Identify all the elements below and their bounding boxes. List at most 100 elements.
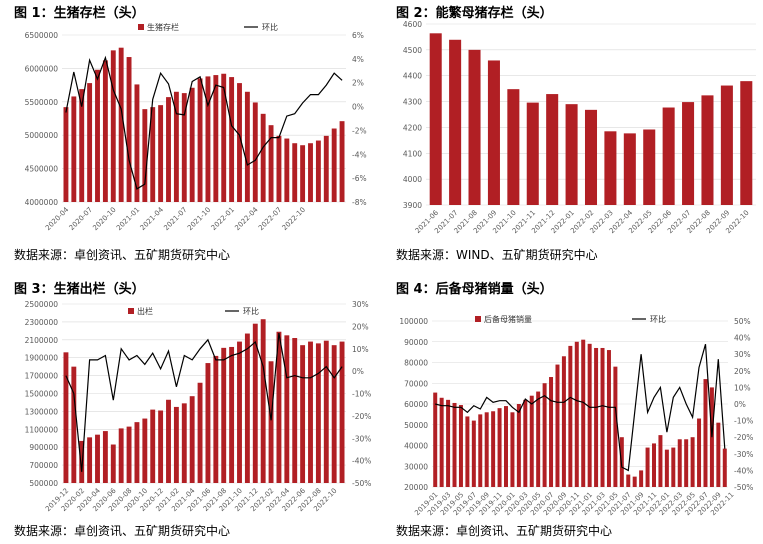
- chart-2-svg: 390040004100420043004400450046002021-062…: [403, 20, 756, 235]
- y-tick-label: 5000000: [25, 131, 59, 140]
- x-tick-label: 2022-07: [257, 206, 283, 232]
- y-tick-label: 4300: [403, 98, 422, 107]
- bar: [468, 49, 481, 205]
- y2-tick-label: -50%: [352, 479, 371, 488]
- legend-line-label: 环比: [650, 314, 666, 324]
- legend-bar-swatch: [475, 316, 481, 322]
- y-tick-label: 6000000: [25, 64, 59, 73]
- y-tick-label: 1100000: [25, 425, 59, 434]
- bar: [484, 412, 489, 487]
- y2-tick-label: -50%: [734, 483, 753, 492]
- bar: [684, 439, 689, 487]
- y-tick-label: 4000: [403, 175, 422, 184]
- y2-tick-label: 30%: [734, 350, 751, 359]
- y-tick-label: 50000: [404, 421, 428, 430]
- bar: [308, 143, 313, 202]
- bar: [284, 335, 290, 483]
- bar: [510, 412, 515, 487]
- x-tick-label: 2022-10: [281, 206, 307, 232]
- bar: [584, 109, 598, 205]
- bar: [568, 345, 573, 487]
- y-tick-label: 40000: [404, 442, 428, 451]
- bar: [276, 135, 282, 202]
- y-tick-label: 4000000: [25, 198, 59, 207]
- bar: [555, 364, 560, 487]
- bar: [722, 448, 727, 487]
- bar: [516, 404, 521, 487]
- y-tick-label: 20000: [404, 483, 428, 492]
- bar: [526, 102, 539, 205]
- bar: [268, 125, 274, 202]
- bar: [126, 426, 132, 483]
- bar: [87, 437, 93, 483]
- chart-title: 图 2：能繁母猪存栏（头）: [396, 6, 553, 21]
- y2-tick-label: 4%: [352, 55, 364, 64]
- y-tick-label: 4600: [403, 20, 422, 29]
- y2-tick-label: 2%: [352, 79, 364, 88]
- bar: [118, 428, 124, 483]
- bar: [449, 39, 462, 205]
- bar: [664, 449, 669, 487]
- chart-1-svg: 4000000 4500000 5000000 5500000 6000000 65000…: [25, 22, 367, 232]
- legend-bar-label: 生猪存栏: [147, 22, 179, 32]
- bar: [546, 94, 559, 205]
- bar: [452, 402, 457, 487]
- y-tick-label: 700000: [29, 461, 58, 470]
- bar: [158, 105, 164, 202]
- y2-tick-label: 0%: [352, 103, 364, 112]
- y2-tick-label: -10%: [352, 390, 371, 399]
- y2-tick-label: -30%: [352, 434, 371, 443]
- bar: [213, 355, 219, 483]
- bar: [110, 444, 116, 483]
- chart-source: 数据来源：卓创资讯、五矿期货研究中心: [14, 524, 231, 538]
- bar: [252, 323, 258, 483]
- chart-3-svg: 500000 700000 900000 1100000 1300000 1500000 1…: [25, 300, 372, 513]
- bar: [716, 422, 721, 487]
- y2-tick-label: 10%: [352, 345, 369, 354]
- bar: [606, 350, 611, 487]
- bar: [639, 470, 644, 487]
- x-tick-label: 2021-07: [162, 206, 188, 232]
- y-tick-label: 1900000: [25, 354, 59, 363]
- x-tick-label: 2022-04: [233, 205, 260, 232]
- x-tick-label: 2021-01: [115, 206, 141, 232]
- y2-tick-label: -8%: [352, 198, 367, 207]
- bar: [465, 416, 470, 487]
- bar: [63, 107, 69, 202]
- bar: [690, 437, 695, 487]
- x-tick-label: 2022-01: [210, 206, 236, 232]
- y-tick-label: 2500000: [25, 300, 59, 309]
- chart-source: 数据来源：卓创资讯、五矿期货研究中心: [396, 524, 613, 538]
- y2-tick-label: -20%: [352, 412, 371, 421]
- bar: [720, 85, 733, 205]
- bar: [504, 406, 508, 487]
- bar: [652, 443, 656, 487]
- bar: [643, 129, 656, 205]
- bar: [446, 399, 451, 487]
- bar: [315, 140, 321, 202]
- line-series: [65, 332, 343, 472]
- chart-panel-1: 图 1：生猪存栏（头） 4000000 4500000 5000000 5500000…: [0, 0, 381, 272]
- bar: [613, 366, 618, 487]
- y2-tick-label: 20%: [352, 322, 369, 331]
- bar: [110, 50, 116, 202]
- bar: [331, 128, 337, 202]
- bar: [237, 341, 242, 483]
- bar: [645, 447, 650, 487]
- bar: [213, 75, 219, 202]
- bar: [458, 405, 463, 487]
- bar: [308, 341, 313, 483]
- bar: [594, 347, 599, 487]
- x-tick-label: 2021-10: [186, 206, 212, 232]
- bar: [229, 77, 235, 202]
- bar: [221, 347, 227, 483]
- y2-tick-label: -6%: [352, 174, 367, 183]
- bar: [478, 414, 483, 487]
- y-tick-label: 70000: [404, 379, 428, 388]
- bar: [244, 91, 250, 202]
- bar: [71, 366, 77, 483]
- y2-tick-label: -10%: [734, 417, 753, 426]
- legend-bar-label: 后备母猪销量: [484, 314, 532, 324]
- y-tick-label: 30000: [404, 462, 428, 471]
- legend-bar-swatch: [128, 308, 134, 314]
